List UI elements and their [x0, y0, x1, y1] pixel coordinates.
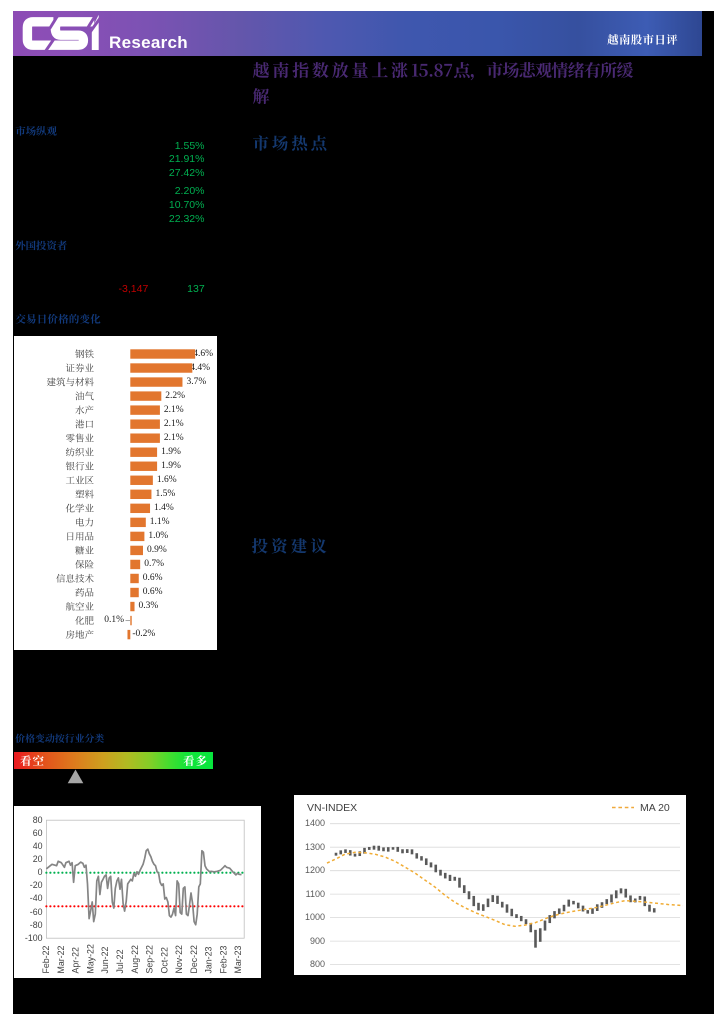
svg-text:Aug-22: Aug-22 [130, 945, 140, 973]
svg-text:Jul-22: Jul-22 [115, 949, 125, 973]
svg-text:Nov-22: Nov-22 [174, 945, 184, 973]
svg-text:Feb-22: Feb-22 [41, 946, 51, 974]
svg-text:Oct-22: Oct-22 [159, 947, 169, 974]
svg-text:Jun-22: Jun-22 [100, 946, 110, 973]
svg-text:Dec-22: Dec-22 [189, 945, 199, 973]
svg-text:Sep-22: Sep-22 [145, 945, 155, 973]
svg-text:May-22: May-22 [86, 944, 96, 973]
svg-text:Jan-23: Jan-23 [204, 946, 214, 973]
svg-text:Mar-22: Mar-22 [56, 946, 66, 974]
svg-text:Feb-23: Feb-23 [218, 946, 228, 974]
svg-text:Apr-22: Apr-22 [71, 947, 81, 974]
svg-text:Mar-23: Mar-23 [233, 946, 243, 974]
